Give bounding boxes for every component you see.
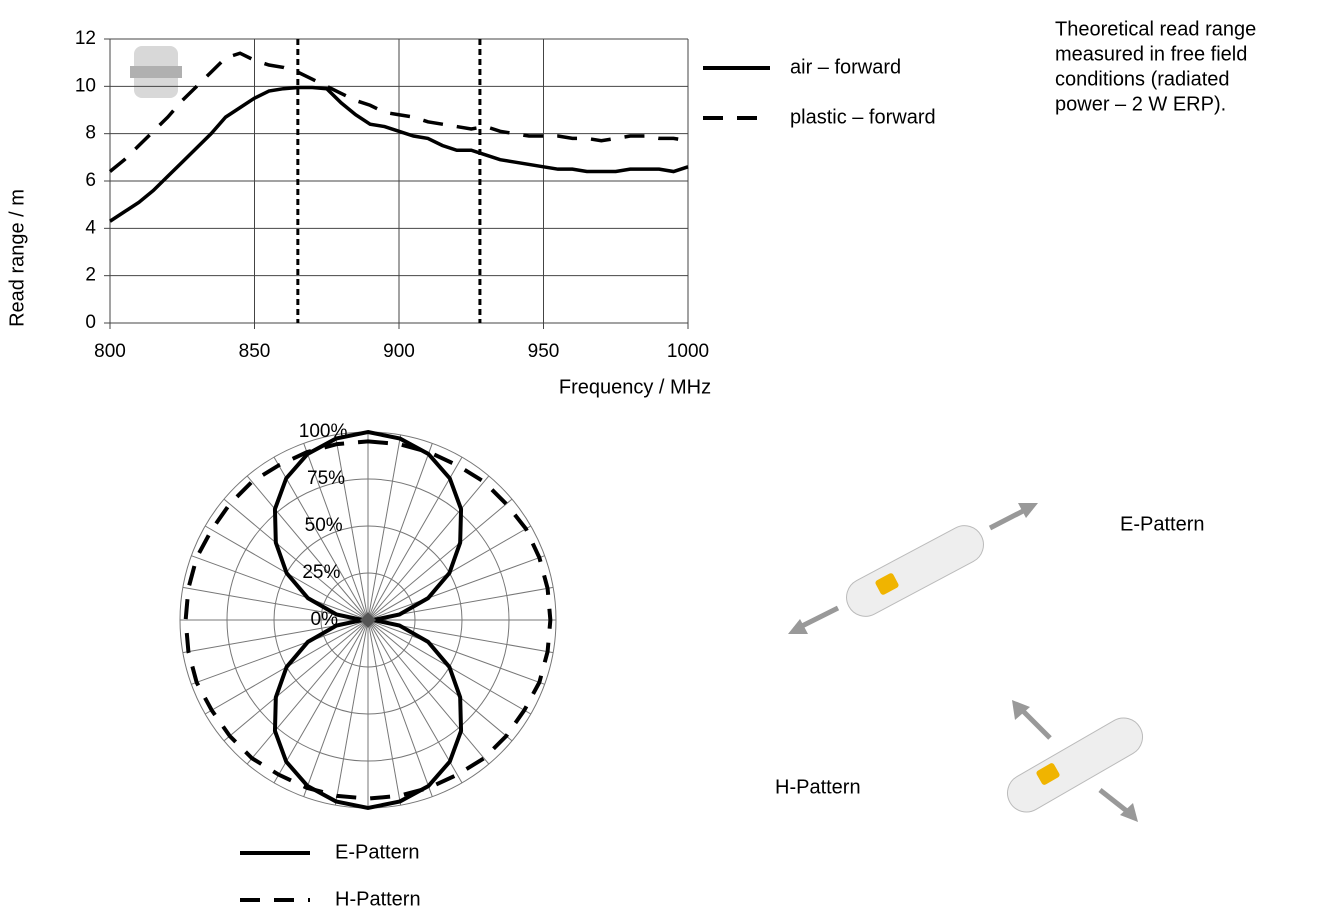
y-tick-label: 2 xyxy=(85,265,96,286)
r-tick-label: 50% xyxy=(305,515,343,536)
x-tick-label: 850 xyxy=(239,341,271,362)
x-tick-label: 1000 xyxy=(667,341,709,362)
note-line: Theoretical read range xyxy=(1055,18,1256,40)
note-line: measured in free field xyxy=(1055,43,1247,65)
center xyxy=(360,612,376,628)
legend-label: air – forward xyxy=(790,56,901,78)
y-axis-title: Read range / m xyxy=(6,189,28,327)
note-line: conditions (radiated xyxy=(1055,68,1230,90)
y-tick-label: 4 xyxy=(85,217,96,238)
illustration-label: E-Pattern xyxy=(1120,513,1204,535)
y-tick-label: 8 xyxy=(85,123,96,144)
series-line xyxy=(272,429,464,811)
r-tick-label: 100% xyxy=(299,421,348,442)
y-tick-label: 6 xyxy=(85,170,96,191)
y-tick-label: 0 xyxy=(85,312,96,333)
series-line xyxy=(108,51,689,173)
x-tick-label: 950 xyxy=(528,341,560,362)
logo xyxy=(130,46,182,98)
ring xyxy=(320,572,416,668)
legend-label: E-Pattern xyxy=(335,841,419,863)
y-tick-label: 12 xyxy=(75,28,96,49)
y-tick-label: 10 xyxy=(75,75,96,96)
illustration-label: H-Pattern xyxy=(775,776,861,798)
series-line xyxy=(183,439,553,801)
tag-e xyxy=(788,503,1038,634)
r-tick-label: 75% xyxy=(307,468,345,489)
note-line: power – 2 W ERP). xyxy=(1055,93,1226,115)
x-axis-title: Frequency / MHz xyxy=(559,376,711,398)
legend-label: plastic – forward xyxy=(790,106,936,128)
r-tick-label: 25% xyxy=(302,562,340,583)
x-tick-label: 800 xyxy=(94,341,126,362)
r-tick-label: 0% xyxy=(311,609,339,630)
ring xyxy=(226,478,510,762)
x-tick-label: 900 xyxy=(383,341,415,362)
ring xyxy=(273,525,463,715)
tag-h xyxy=(1007,700,1143,822)
legend-label: H-Pattern xyxy=(335,888,421,910)
series-line xyxy=(109,85,689,223)
